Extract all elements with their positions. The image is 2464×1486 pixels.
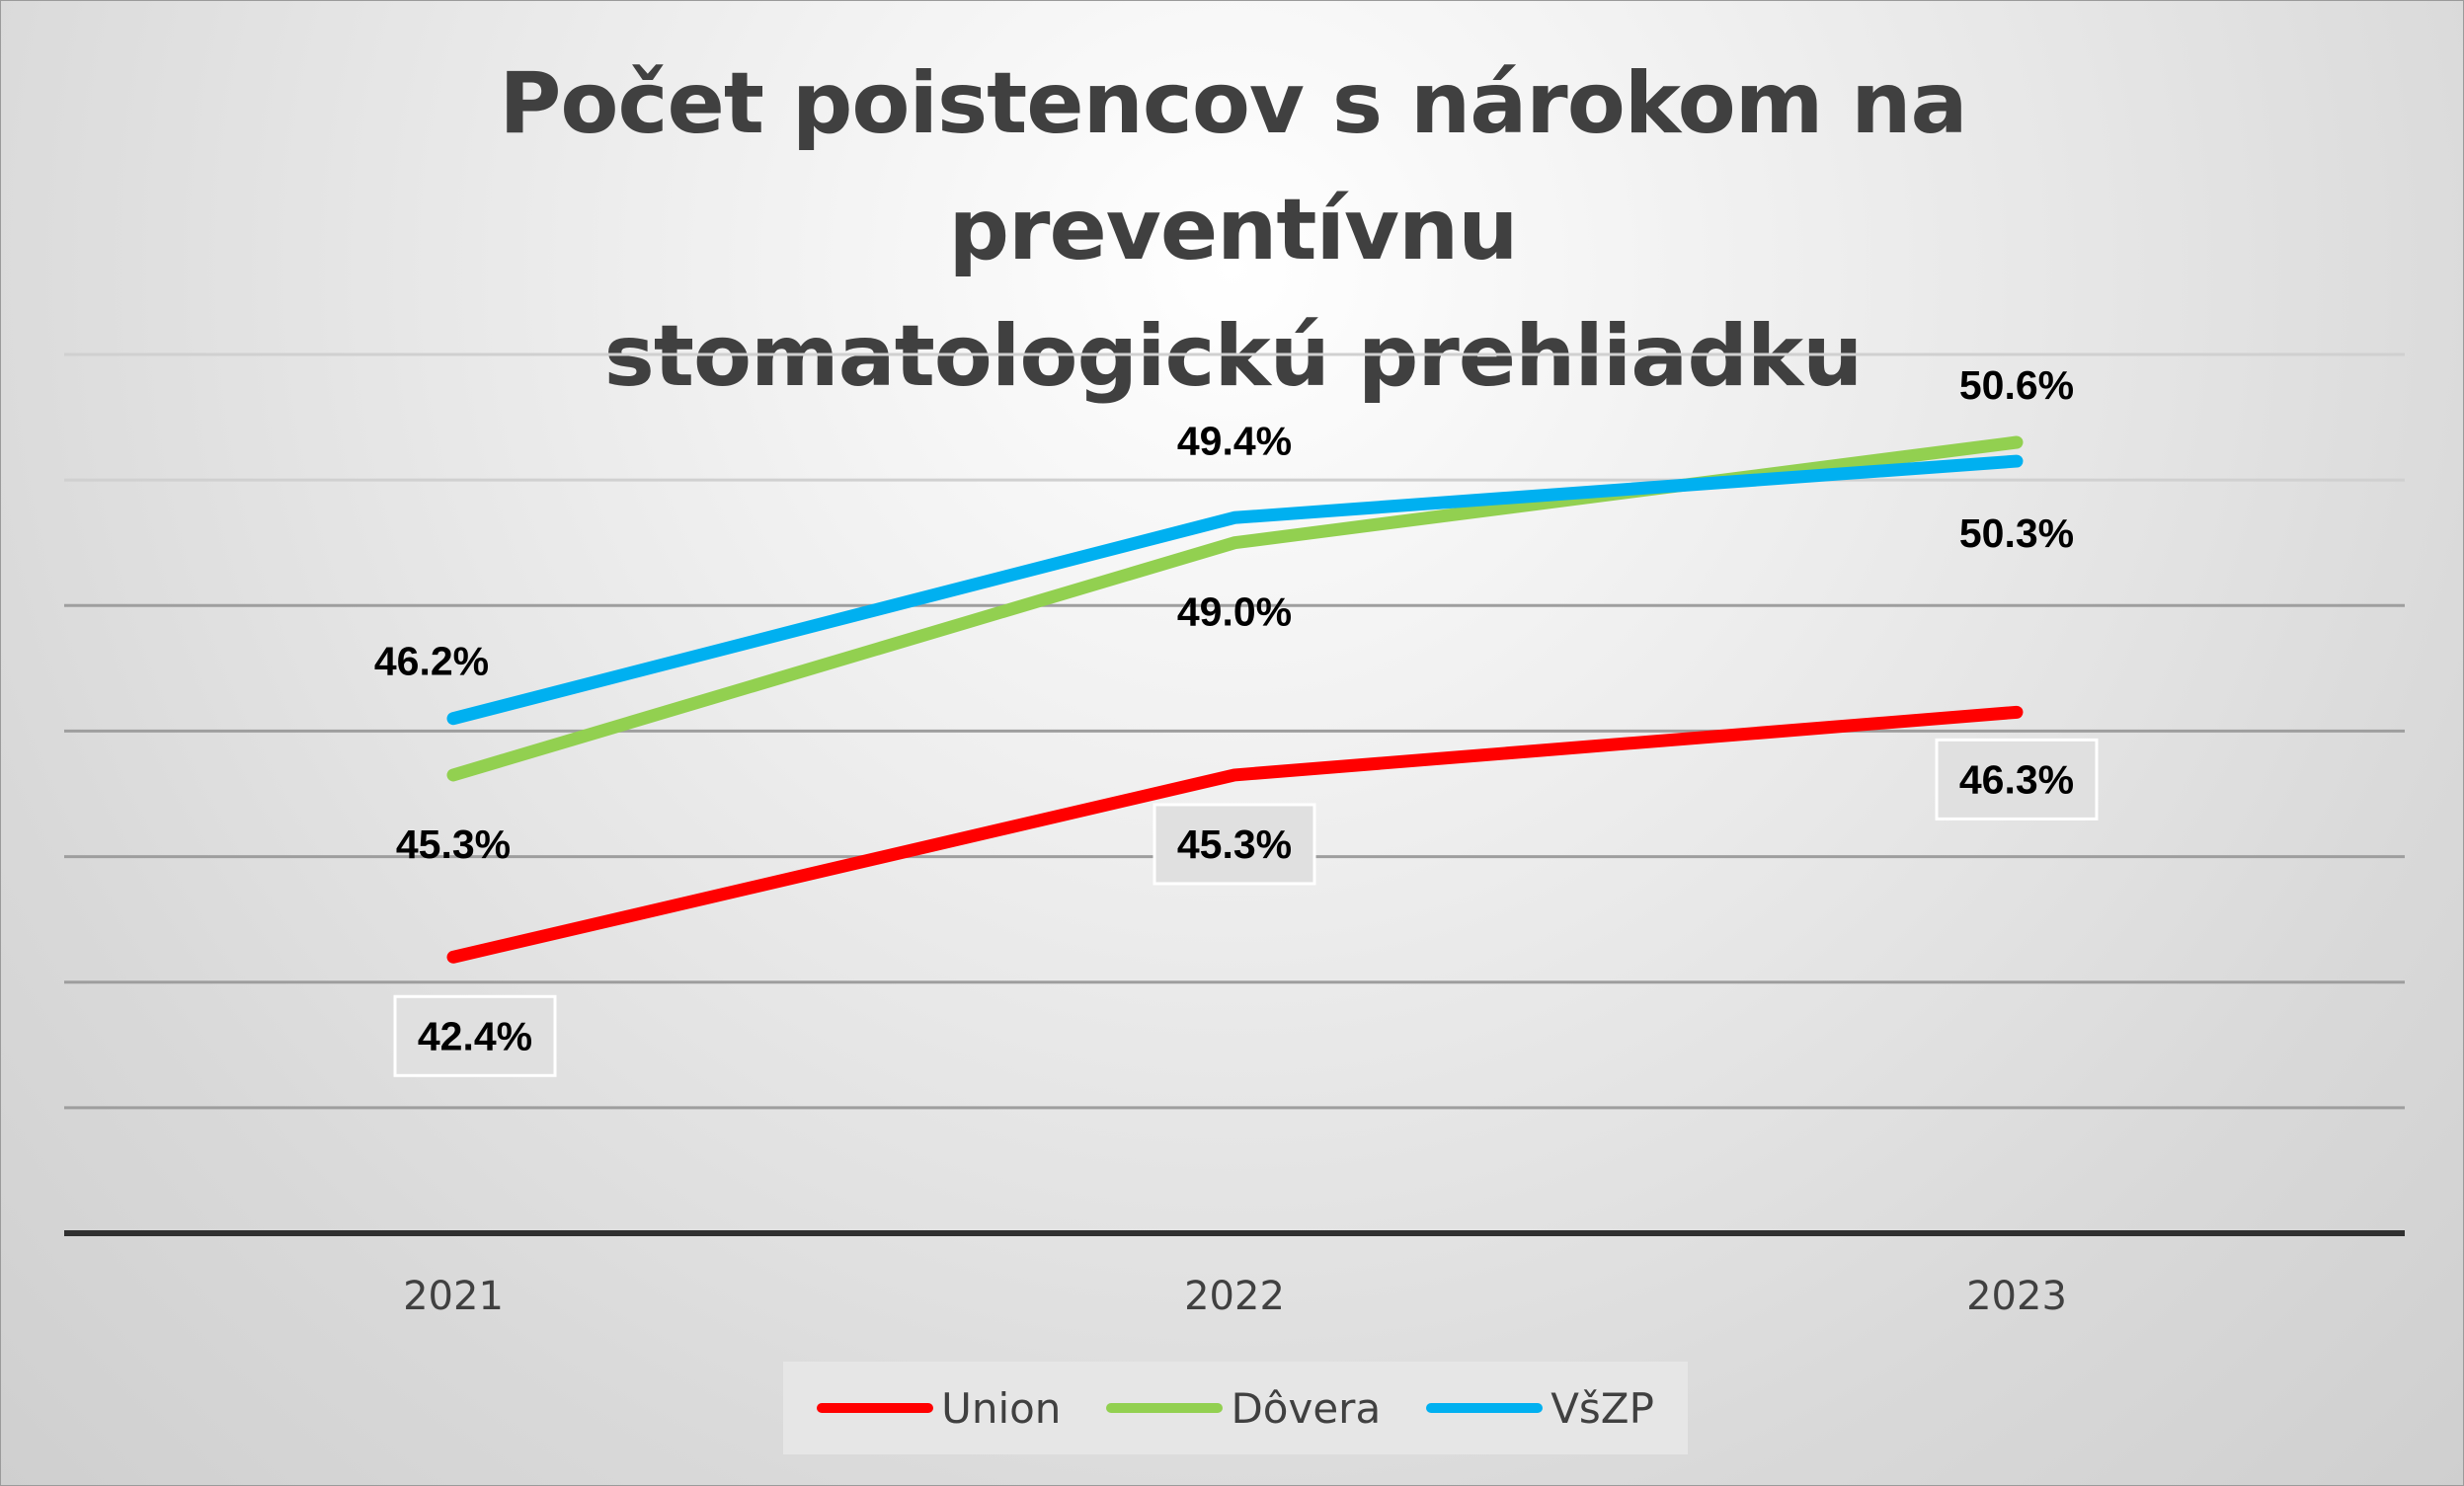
- series-line-union: [446, 705, 2024, 964]
- x-axis-ticks: 2021 2022 2023: [403, 1274, 2067, 1319]
- legend-item-dovera: Dôvera: [1106, 1384, 1381, 1433]
- data-label-union: 45.3%: [1177, 821, 1292, 867]
- legend-swatch-union: [817, 1403, 934, 1413]
- data-label-box: [393, 994, 557, 1077]
- data-label-union: 46.3%: [1959, 756, 2074, 802]
- x-tick-label: 2021: [403, 1274, 504, 1319]
- data-label-vszp: 50.3%: [1959, 510, 2074, 556]
- legend-item-union: Union: [817, 1384, 1061, 1433]
- data-label-dovera: 50.6%: [1959, 362, 2074, 408]
- x-tick-label: 2022: [1184, 1274, 1285, 1319]
- data-label-box: [1153, 803, 1316, 886]
- data-label-dovera: 49.0%: [1177, 589, 1292, 635]
- data-label-union: 42.4%: [418, 1013, 532, 1058]
- x-tick-label: 2023: [1966, 1274, 2067, 1319]
- chart-title: Počet poistencov s nárokom na preventívn…: [499, 54, 1967, 406]
- data-label-vszp: 49.4%: [1177, 418, 1292, 463]
- data-labels: 42.4% 45.3% 46.3% 45.3% 49.0% 50.6% 46.2% 49.4%…: [374, 362, 2099, 1077]
- legend-item-vszp: VšZP: [1426, 1384, 1654, 1433]
- data-label-dovera: 45.3%: [396, 821, 511, 867]
- legend-swatch-dovera: [1106, 1403, 1224, 1413]
- legend: Union Dôvera VšZP: [783, 1362, 1688, 1454]
- data-label-vszp: 46.2%: [374, 639, 489, 684]
- legend-label-union: Union: [941, 1383, 1062, 1433]
- series-lines: [446, 435, 2024, 964]
- legend-label-dovera: Dôvera: [1231, 1383, 1382, 1433]
- legend-swatch-vszp: [1426, 1403, 1544, 1413]
- series-line-vszp: [446, 454, 2024, 726]
- legend-label-vszp: VšZP: [1550, 1383, 1654, 1433]
- data-label-box: [1935, 738, 2099, 821]
